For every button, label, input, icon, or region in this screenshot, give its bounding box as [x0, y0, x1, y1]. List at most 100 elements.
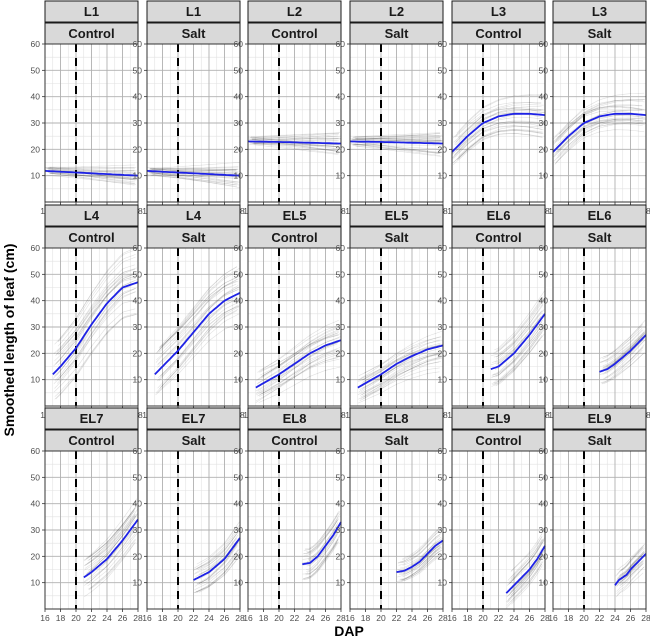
individual-plant-line [616, 566, 645, 596]
y-tick-label: 10 [336, 578, 346, 588]
individual-plant-line [88, 507, 136, 561]
individual-plant-line [86, 498, 138, 559]
individual-plant-line [454, 107, 545, 138]
y-tick-label: 60 [133, 39, 143, 49]
individual-plant-line [50, 173, 136, 180]
individual-plant-line [510, 555, 543, 596]
individual-plant-line [509, 539, 545, 585]
mean-trend-line [44, 170, 139, 177]
individual-plant-line [57, 247, 136, 342]
leaf-strip [247, 0, 342, 23]
leaf-strip [552, 407, 647, 430]
individual-plant-line [453, 125, 544, 156]
individual-plant-line [556, 117, 646, 153]
individual-plant-line [54, 287, 136, 377]
facet-panel: EL7 Salt 10 20 30 40 50 60 16 18 20 22 24 26 28 [133, 407, 245, 623]
individual-plant-line [54, 276, 136, 362]
individual-plant-line [147, 167, 237, 171]
facet-panel: L1Control10203040506016182022242628 [31, 0, 143, 216]
individual-plant-line [402, 546, 442, 578]
individual-plant-line [557, 122, 643, 159]
individual-plant-line [619, 561, 644, 586]
individual-plant-line [495, 301, 543, 358]
x-tick-label: 18 [361, 613, 371, 623]
individual-plant-line [47, 171, 137, 179]
mean-trend-line [614, 553, 647, 586]
y-tick-label: 60 [31, 39, 41, 49]
individual-plant-line [397, 541, 440, 570]
y-tick-label: 10 [336, 171, 346, 181]
individual-plant-line [509, 536, 546, 583]
y-tick-label: 40 [31, 499, 41, 509]
y-tick-label: 40 [438, 296, 448, 306]
treatment-strip-label: Salt [588, 230, 613, 245]
facet-panel: L3Salt10203040506016182022242628 [539, 0, 650, 216]
individual-plant-line [495, 321, 543, 378]
individual-plant-line [255, 343, 338, 394]
individual-plant-line [400, 537, 443, 569]
y-tick-label: 10 [133, 578, 143, 588]
individual-plant-line [198, 544, 238, 585]
x-tick-label: 24 [102, 613, 112, 623]
individual-plant-line [511, 565, 543, 605]
individual-plant-line [303, 541, 339, 580]
individual-plant-line [151, 173, 238, 179]
individual-plant-line [356, 145, 442, 157]
y-tick-label: 50 [336, 472, 346, 482]
leaf-strip [146, 204, 241, 227]
individual-plant-line [402, 554, 442, 580]
individual-plant-line [603, 327, 643, 357]
individual-plant-line [493, 309, 545, 358]
individual-plant-line [491, 332, 543, 387]
facet-panel: EL9 Control 10 20 30 40 50 60 16 18 20 22 24 26 28 [438, 407, 550, 623]
individual-plant-line [359, 360, 442, 402]
individual-plant-line [259, 333, 341, 373]
individual-plant-line [605, 332, 645, 367]
y-tick-label: 50 [133, 472, 143, 482]
individual-plant-line [253, 136, 339, 139]
y-tick-label: 20 [438, 551, 448, 561]
individual-plant-line [257, 350, 339, 397]
individual-plant-line [602, 338, 646, 380]
individual-plant-line [509, 539, 545, 582]
x-tick-label: 24 [407, 613, 417, 623]
individual-plant-line [85, 526, 136, 578]
individual-plant-line [157, 305, 240, 379]
y-tick-label: 20 [438, 144, 448, 154]
y-tick-label: 60 [539, 446, 549, 456]
individual-plant-line [151, 169, 237, 171]
treatment-strip-label: Control [475, 230, 521, 245]
y-tick-label: 20 [133, 551, 143, 561]
individual-plant-line [618, 551, 646, 580]
y-tick-label: 30 [539, 322, 549, 332]
individual-plant-line [399, 544, 442, 575]
y-tick-label: 40 [133, 296, 143, 306]
facet-panel: EL8 Salt 10 20 30 40 50 60 16 18 20 22 24 26 28 [336, 407, 448, 623]
individual-plant-line [558, 105, 645, 135]
x-tick-label: 22 [392, 613, 402, 623]
individual-plant-line [84, 515, 136, 569]
x-tick-label: 20 [579, 613, 589, 623]
y-tick-label: 40 [336, 92, 346, 102]
individual-plant-line [47, 167, 137, 175]
treatment-strip-label: Salt [182, 26, 207, 41]
individual-plant-line [354, 133, 441, 139]
x-tick-label: 28 [540, 613, 550, 623]
y-tick-label: 60 [133, 243, 143, 253]
individual-plant-line [257, 334, 339, 373]
individual-plant-line [456, 94, 543, 134]
individual-plant-line [602, 332, 646, 369]
individual-plant-line [56, 273, 138, 355]
individual-plant-line [49, 171, 136, 183]
y-tick-label: 60 [234, 243, 244, 253]
individual-plant-line [361, 339, 440, 384]
leaf-strip-label: L3 [491, 4, 506, 19]
individual-plant-line [399, 548, 442, 575]
individual-plant-line [49, 167, 135, 173]
facet-panel: EL7 Control 10 20 30 40 50 60 16 18 20 22 24 26 28 [31, 407, 143, 623]
individual-plant-line [400, 546, 440, 574]
y-tick-label: 30 [539, 525, 549, 535]
y-tick-label: 20 [234, 551, 244, 561]
individual-plant-line [196, 548, 240, 585]
mean-trend-line [52, 281, 139, 376]
